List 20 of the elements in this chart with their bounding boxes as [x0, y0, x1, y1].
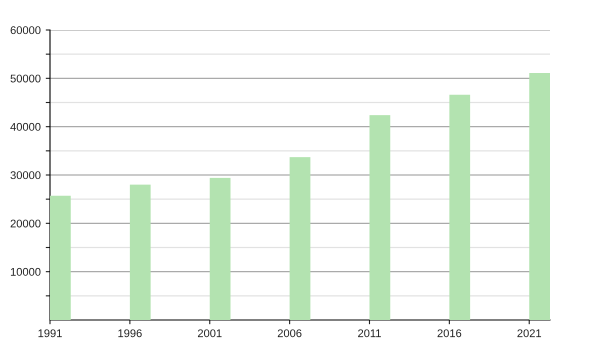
y-tick-label: 60000 — [10, 26, 41, 34]
bar — [449, 94, 470, 320]
x-tick-label: 1991 — [38, 329, 62, 338]
bar — [130, 184, 151, 320]
y-tick-label: 30000 — [10, 171, 41, 180]
y-tick-label: 20000 — [10, 220, 41, 228]
x-tick-label: 2016 — [438, 329, 462, 338]
bar — [529, 73, 550, 320]
y-tick-label: 50000 — [10, 74, 41, 82]
bar — [210, 178, 231, 320]
x-tick-label: 1996 — [118, 329, 142, 338]
x-tick-label: 2001 — [198, 329, 222, 338]
y-tick-label: 10000 — [10, 268, 41, 276]
x-tick-label: 2006 — [278, 329, 302, 338]
x-tick-label: 2021 — [517, 329, 542, 338]
bar — [290, 157, 310, 320]
bar — [50, 196, 71, 320]
x-tick-label: 2011 — [358, 329, 381, 338]
bar — [369, 115, 390, 320]
y-tick-label: 40000 — [10, 122, 41, 131]
